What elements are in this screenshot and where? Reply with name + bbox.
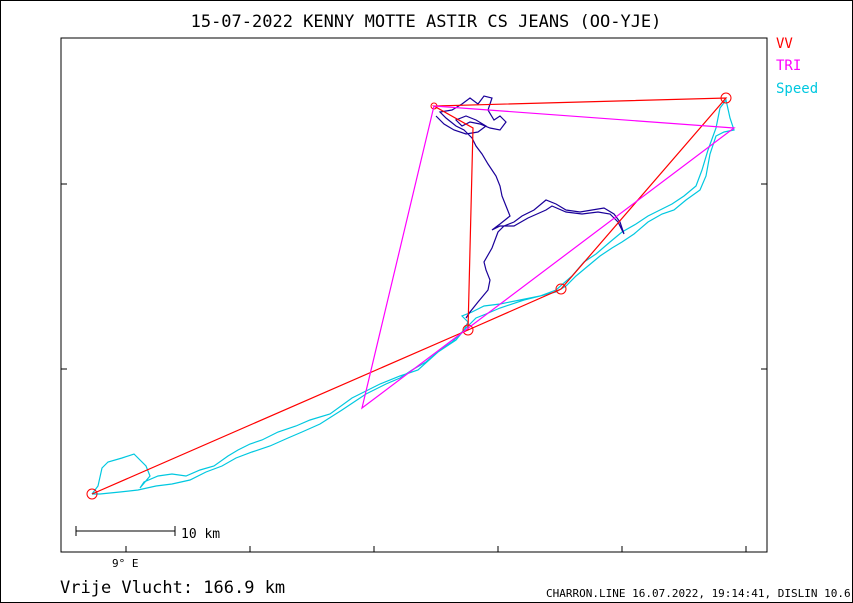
speed-track [91, 98, 735, 495]
map-title: 15-07-2022 KENNY MOTTE ASTIR CS JEANS (O… [191, 12, 662, 32]
axis-ticks [61, 183, 767, 552]
scale-bar [75, 526, 176, 536]
longitude-label: 9° E [112, 557, 139, 570]
scale-label: 10 km [181, 527, 220, 542]
vv-route [91, 97, 728, 495]
tri-route [361, 105, 736, 410]
vv-turnpoints [86, 92, 732, 500]
plot-area [60, 37, 768, 553]
free-flight-distance: Vrije Vlucht: 166.9 km [60, 578, 285, 598]
legend-tri: TRI [776, 58, 801, 74]
footer-info: CHARRON.LINE 16.07.2022, 19:14:41, DISLI… [546, 587, 851, 600]
legend-vv: VV [776, 36, 793, 52]
thermal-track [435, 95, 625, 319]
legend-speed: Speed [776, 81, 818, 97]
